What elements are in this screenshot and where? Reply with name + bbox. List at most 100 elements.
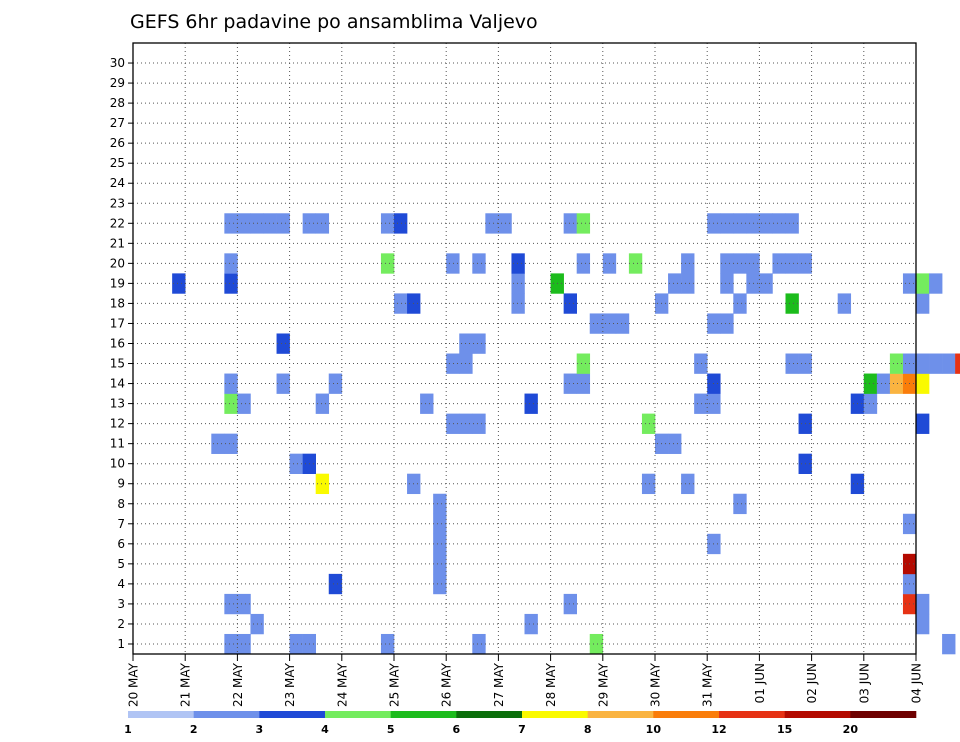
heatmap-cell: [681, 273, 695, 294]
y-tick-label: 17: [110, 316, 125, 330]
heatmap-cell: [733, 493, 747, 515]
y-tick-label: 28: [110, 96, 125, 110]
heatmap-cell: [837, 293, 852, 314]
y-tick-label: 2: [117, 617, 125, 631]
legend-swatch: [719, 711, 785, 718]
heatmap-cell: [563, 373, 577, 394]
heatmap-cell: [472, 253, 486, 274]
heatmap-cell: [511, 293, 525, 314]
y-tick-label: 7: [117, 517, 125, 531]
heatmap-cell: [668, 273, 682, 294]
heatmap-cell: [772, 213, 786, 234]
heatmap-cell: [916, 273, 930, 294]
heatmap-cell: [863, 393, 878, 414]
heatmap-cell: [785, 213, 799, 234]
y-tick-label: 21: [110, 236, 125, 250]
heatmap-cell: [446, 413, 460, 434]
heatmap-cell: [380, 253, 395, 274]
heatmap-cell: [263, 213, 277, 234]
legend-label: 1: [124, 723, 132, 736]
heatmap-cell: [289, 453, 303, 474]
y-tick-label: 5: [117, 557, 125, 571]
y-tick-label: 4: [117, 577, 125, 591]
heatmap-cell: [955, 353, 960, 374]
y-tick-label: 3: [117, 597, 125, 611]
heatmap-cell: [328, 373, 343, 394]
x-tick-label: 27 MAY: [492, 662, 506, 707]
heatmap-cell: [929, 273, 943, 294]
legend-label: 2: [190, 723, 198, 736]
heatmap-cell: [237, 213, 251, 234]
x-tick-label: 21 MAY: [179, 662, 193, 707]
x-tick-label: 03 JUN: [857, 663, 871, 703]
heatmap-cell: [420, 393, 434, 414]
chart-title: GEFS 6hr padavine po ansamblima Valjevo: [130, 11, 538, 33]
x-tick-label: 23 MAY: [283, 662, 297, 707]
heatmap-cell: [863, 373, 878, 394]
heatmap-cell: [916, 373, 930, 394]
y-tick-label: 15: [110, 357, 125, 371]
heatmap-cell: [172, 273, 186, 294]
x-tick-label: 31 MAY: [701, 662, 715, 707]
legend-swatch: [522, 711, 588, 718]
y-tick-label: 29: [110, 76, 125, 90]
heatmap-cell: [929, 353, 943, 374]
heatmap-cell: [394, 213, 408, 234]
heatmap-cell: [276, 373, 290, 394]
heatmap-cell: [433, 553, 447, 575]
heatmap-cell: [720, 213, 734, 234]
heatmap-cell: [394, 293, 408, 314]
x-tick-label: 01 JUN: [753, 663, 767, 703]
y-tick-label: 14: [110, 377, 125, 391]
heatmap-cell: [224, 373, 238, 394]
heatmap-cell: [733, 253, 747, 274]
legend-swatch: [259, 711, 326, 718]
legend-label: 20: [843, 723, 859, 736]
y-tick-label: 24: [110, 176, 125, 190]
heatmap-cell: [224, 433, 238, 454]
heatmap-cell: [876, 373, 891, 394]
legend-swatch: [193, 711, 260, 718]
legend-label: 8: [584, 723, 592, 736]
heatmap-cell: [916, 353, 930, 374]
y-tick-label: 11: [110, 437, 125, 451]
heatmap-cell: [563, 593, 577, 615]
heatmap-cells: [172, 213, 960, 655]
heatmap-cell: [889, 353, 904, 374]
color-legend: 1 2 3 4 5 6 7 8 10 12 15 20: [124, 711, 917, 736]
y-tick-label: 9: [117, 477, 125, 491]
y-tick-label: 30: [110, 56, 125, 70]
heatmap-cell: [237, 633, 251, 655]
x-tick-label: 02 JUN: [805, 663, 819, 703]
y-tick-label: 1: [117, 637, 125, 651]
heatmap-cell: [328, 573, 343, 595]
x-tick-label: 26 MAY: [440, 662, 454, 707]
plot-frame: [132, 42, 917, 655]
legend-swatch: [390, 711, 457, 718]
legend-label: 10: [646, 723, 662, 736]
heatmap-cell: [759, 273, 773, 294]
legend-swatch: [850, 711, 917, 718]
heatmap-cell: [224, 633, 238, 655]
x-tick-label: 24 MAY: [335, 662, 349, 707]
heatmap-cell: [446, 353, 460, 374]
y-tick-label: 6: [117, 537, 125, 551]
legend-label: 3: [256, 723, 264, 736]
legend-swatch: [587, 711, 654, 718]
x-tick-label: 22 MAY: [231, 662, 245, 707]
heatmap-cell: [224, 273, 238, 294]
heatmap-cell: [224, 213, 238, 234]
heatmap-cell: [785, 293, 799, 314]
heatmap-cell: [733, 293, 747, 314]
y-tick-label: 13: [110, 397, 125, 411]
heatmap-cell: [916, 613, 930, 635]
y-tick-label: 25: [110, 156, 125, 170]
heatmap-cell: [694, 353, 708, 374]
legend-label: 5: [387, 723, 395, 736]
heatmap-cell: [720, 273, 734, 294]
heatmap-cell: [433, 493, 447, 515]
heatmap-cell: [237, 593, 251, 615]
heatmap-cell: [289, 633, 303, 655]
heatmap-cell: [380, 633, 395, 655]
heatmap-cell: [237, 393, 251, 414]
